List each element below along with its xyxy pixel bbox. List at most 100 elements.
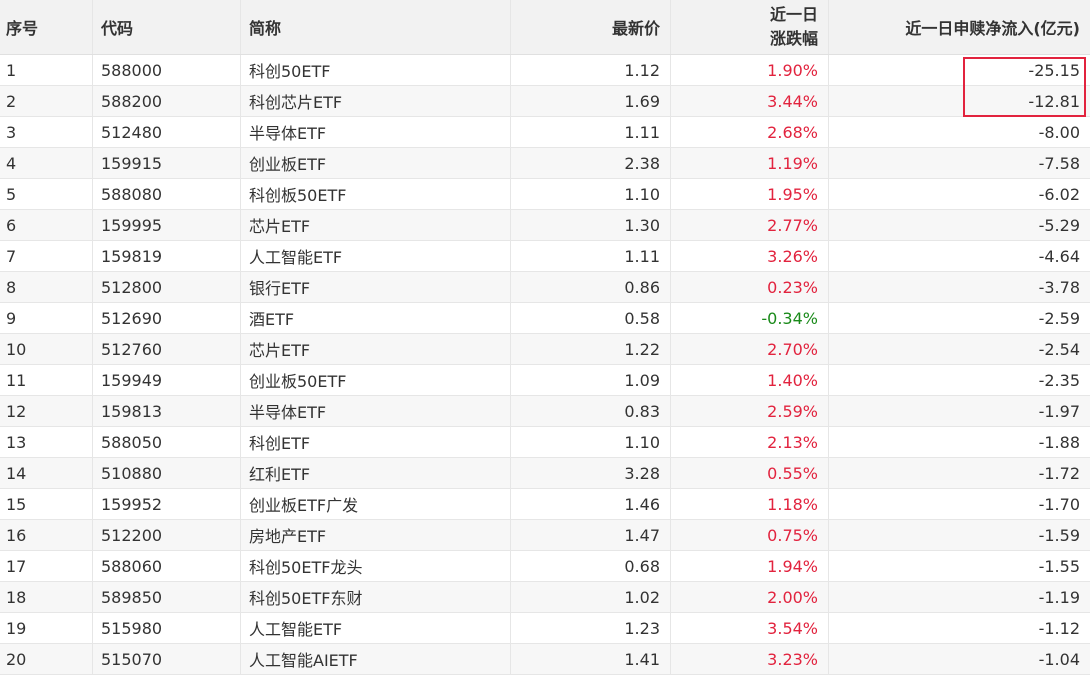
row-change: 2.70%: [670, 334, 828, 364]
row-name: 半导体ETF: [240, 396, 510, 426]
row-change: 1.18%: [670, 489, 828, 519]
table-row[interactable]: 5 588080 科创板50ETF 1.10 1.95% -6.02: [0, 179, 1090, 210]
row-idx: 9: [6, 308, 17, 328]
row-code: 588050: [92, 427, 240, 457]
table-row[interactable]: 14 510880 红利ETF 3.28 0.55% -1.72: [0, 458, 1090, 489]
row-price: 1.09: [510, 365, 670, 395]
table-row[interactable]: 9 512690 酒ETF 0.58 -0.34% -2.59: [0, 303, 1090, 334]
row-name: 科创50ETF: [240, 55, 510, 85]
table-row[interactable]: 17 588060 科创50ETF龙头 0.68 1.94% -1.55: [0, 551, 1090, 582]
row-change: 0.23%: [670, 272, 828, 302]
table-row[interactable]: 3 512480 半导体ETF 1.11 2.68% -8.00: [0, 117, 1090, 148]
row-idx: 11: [6, 370, 27, 390]
row-price: 0.58: [510, 303, 670, 333]
row-flow: -4.64: [828, 241, 1090, 271]
row-name: 人工智能ETF: [240, 613, 510, 643]
row-code: 588200: [92, 86, 240, 116]
row-name: 芯片ETF: [240, 210, 510, 240]
row-idx: 18: [6, 587, 27, 607]
row-name: 人工智能ETF: [240, 241, 510, 271]
row-idx: 5: [6, 184, 17, 204]
header-name[interactable]: 简称: [240, 0, 510, 54]
row-flow: -5.29: [828, 210, 1090, 240]
row-idx: 2: [6, 91, 17, 111]
row-code: 510880: [92, 458, 240, 488]
table-row[interactable]: 16 512200 房地产ETF 1.47 0.75% -1.59: [0, 520, 1090, 551]
row-price: 1.69: [510, 86, 670, 116]
table-row[interactable]: 10 512760 芯片ETF 1.22 2.70% -2.54: [0, 334, 1090, 365]
row-change: 2.13%: [670, 427, 828, 457]
row-code: 588080: [92, 179, 240, 209]
row-flow: -7.58: [828, 148, 1090, 178]
table-row[interactable]: 8 512800 银行ETF 0.86 0.23% -3.78: [0, 272, 1090, 303]
row-code: 512760: [92, 334, 240, 364]
row-code: 589850: [92, 582, 240, 612]
row-price: 1.11: [510, 117, 670, 147]
row-flow: -1.70: [828, 489, 1090, 519]
row-price: 1.22: [510, 334, 670, 364]
row-name: 芯片ETF: [240, 334, 510, 364]
table-row[interactable]: 11 159949 创业板50ETF 1.09 1.40% -2.35: [0, 365, 1090, 396]
table-row[interactable]: 13 588050 科创ETF 1.10 2.13% -1.88: [0, 427, 1090, 458]
table-row[interactable]: 6 159995 芯片ETF 1.30 2.77% -5.29: [0, 210, 1090, 241]
row-price: 0.83: [510, 396, 670, 426]
row-code: 588000: [92, 55, 240, 85]
table-header: 序号 代码 简称 最新价 近一日 涨跌幅 近一日申赎净流入(亿元): [0, 0, 1090, 55]
table-row[interactable]: 12 159813 半导体ETF 0.83 2.59% -1.97: [0, 396, 1090, 427]
header-price[interactable]: 最新价: [510, 0, 670, 54]
table-row[interactable]: 7 159819 人工智能ETF 1.11 3.26% -4.64: [0, 241, 1090, 272]
row-idx: 1: [6, 60, 17, 80]
row-idx: 15: [6, 494, 27, 514]
row-flow: -1.88: [828, 427, 1090, 457]
header-code[interactable]: 代码: [92, 0, 240, 54]
row-code: 512200: [92, 520, 240, 550]
row-code: 512800: [92, 272, 240, 302]
table-row[interactable]: 2 588200 科创芯片ETF 1.69 3.44% -12.81: [0, 86, 1090, 117]
row-code: 512690: [92, 303, 240, 333]
row-price: 1.02: [510, 582, 670, 612]
table-row[interactable]: 4 159915 创业板ETF 2.38 1.19% -7.58: [0, 148, 1090, 179]
row-code: 515980: [92, 613, 240, 643]
row-code: 159819: [92, 241, 240, 271]
row-price: 1.30: [510, 210, 670, 240]
row-code: 515070: [92, 644, 240, 674]
row-change: 3.23%: [670, 644, 828, 674]
row-flow: -25.15: [828, 55, 1090, 85]
row-change: 3.54%: [670, 613, 828, 643]
row-name: 科创板50ETF: [240, 179, 510, 209]
row-flow: -1.97: [828, 396, 1090, 426]
row-code: 588060: [92, 551, 240, 581]
row-flow: -1.72: [828, 458, 1090, 488]
row-change: 1.40%: [670, 365, 828, 395]
table-row[interactable]: 20 515070 人工智能AIETF 1.41 3.23% -1.04: [0, 644, 1090, 675]
row-change: 1.90%: [670, 55, 828, 85]
row-code: 159952: [92, 489, 240, 519]
row-idx: 17: [6, 556, 27, 576]
row-idx: 19: [6, 618, 27, 638]
row-code: 159995: [92, 210, 240, 240]
row-name: 红利ETF: [240, 458, 510, 488]
row-price: 0.68: [510, 551, 670, 581]
row-flow: -2.35: [828, 365, 1090, 395]
header-change[interactable]: 近一日 涨跌幅: [670, 0, 828, 54]
row-name: 科创50ETF东财: [240, 582, 510, 612]
table-row[interactable]: 1 588000 科创50ETF 1.12 1.90% -25.15: [0, 55, 1090, 86]
row-idx: 12: [6, 401, 27, 421]
row-change: 1.95%: [670, 179, 828, 209]
row-name: 半导体ETF: [240, 117, 510, 147]
row-price: 0.86: [510, 272, 670, 302]
table-row[interactable]: 15 159952 创业板ETF广发 1.46 1.18% -1.70: [0, 489, 1090, 520]
table-row[interactable]: 18 589850 科创50ETF东财 1.02 2.00% -1.19: [0, 582, 1090, 613]
row-flow: -12.81: [828, 86, 1090, 116]
row-idx: 4: [6, 153, 17, 173]
header-flow[interactable]: 近一日申赎净流入(亿元): [828, 0, 1090, 54]
row-name: 人工智能AIETF: [240, 644, 510, 674]
row-name: 科创50ETF龙头: [240, 551, 510, 581]
row-flow: -2.59: [828, 303, 1090, 333]
row-idx: 7: [6, 246, 17, 266]
table-row[interactable]: 19 515980 人工智能ETF 1.23 3.54% -1.12: [0, 613, 1090, 644]
header-idx[interactable]: 序号: [6, 19, 39, 38]
row-flow: -1.12: [828, 613, 1090, 643]
row-idx: 16: [6, 525, 27, 545]
